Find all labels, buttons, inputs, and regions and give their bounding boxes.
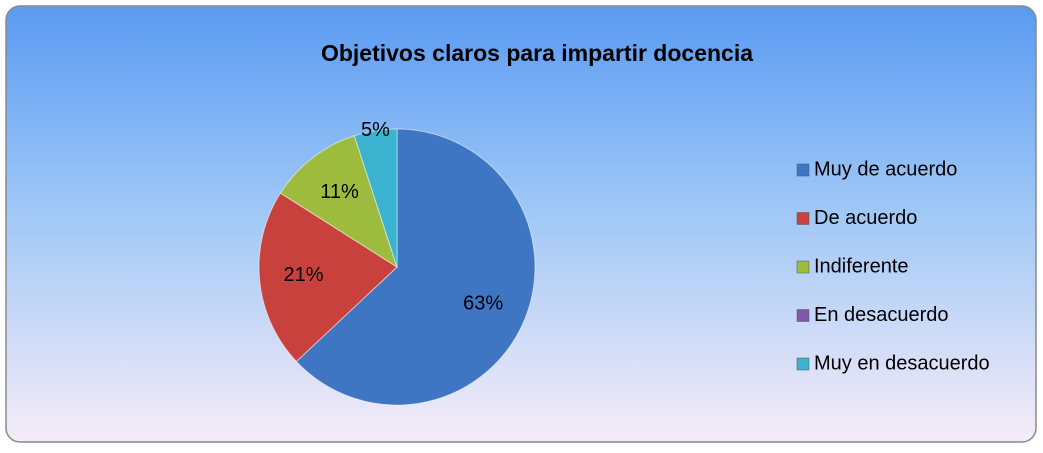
legend-label: Muy de acuerdo xyxy=(814,158,957,180)
legend-swatch xyxy=(796,260,810,274)
pie-slice xyxy=(353,128,398,268)
pie-slice xyxy=(295,128,536,406)
pie-slice xyxy=(258,192,398,363)
data-label: 21% xyxy=(284,264,324,286)
legend-label: Muy en desacuerdo xyxy=(814,352,990,374)
legend-label: En desacuerdo xyxy=(814,304,949,326)
legend-swatch xyxy=(796,357,810,371)
data-label: 5% xyxy=(361,119,390,141)
legend-swatch xyxy=(796,309,810,322)
data-label: 63% xyxy=(463,293,503,315)
data-label: 11% xyxy=(320,181,359,203)
pie-slice xyxy=(279,135,398,269)
legend-swatch xyxy=(796,212,810,225)
legend-swatch xyxy=(796,163,810,177)
legend-label: Indiferente xyxy=(814,255,909,277)
chart-title: Objetivos claros para impartir docencia xyxy=(321,40,753,66)
legend-label: De acuerdo xyxy=(814,207,917,229)
